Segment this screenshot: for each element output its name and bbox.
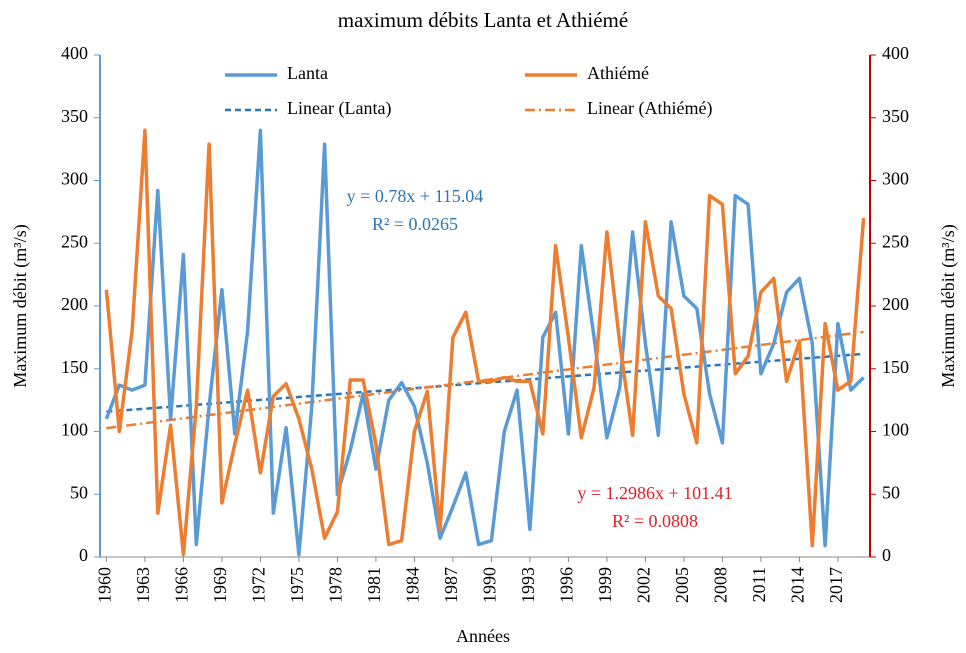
- trend-r2: R² = 0.0808: [612, 511, 698, 531]
- x-tick-label: 1960: [95, 567, 115, 603]
- y2-tick-label: 400: [882, 43, 909, 63]
- y2-tick-label: 100: [882, 420, 909, 440]
- series-line: [104, 128, 866, 557]
- y2-tick-label: 0: [882, 545, 891, 565]
- y-tick-label: 400: [61, 43, 88, 63]
- x-tick-label: 2017: [826, 567, 846, 603]
- x-axis-label: Années: [456, 626, 510, 646]
- series-line: [104, 128, 865, 557]
- x-tick-label: 1996: [557, 567, 577, 603]
- legend-label: Athiémé: [587, 63, 649, 83]
- y-tick-label: 350: [61, 106, 88, 126]
- y-tick-label: 150: [61, 357, 88, 377]
- legend-label: Linear (Lanta): [287, 98, 391, 119]
- y-tick-label: 200: [61, 294, 88, 314]
- y-tick-label: 250: [61, 231, 88, 251]
- x-tick-label: 2002: [634, 567, 654, 603]
- y2-tick-label: 250: [882, 231, 909, 251]
- x-tick-label: 1999: [595, 567, 615, 603]
- x-tick-label: 1990: [480, 567, 500, 603]
- y2-tick-label: 300: [882, 169, 909, 189]
- y2-tick-label: 200: [882, 294, 909, 314]
- x-tick-label: 1993: [518, 567, 538, 603]
- chart-title: maximum débits Lanta et Athiémé: [338, 8, 628, 32]
- y-tick-label: 100: [61, 420, 88, 440]
- y2-tick-label: 150: [882, 357, 909, 377]
- y-tick-label: 50: [70, 482, 88, 502]
- legend-label: Linear (Athiémé): [587, 98, 712, 119]
- x-tick-label: 2014: [788, 567, 808, 603]
- trendline: [106, 352, 864, 413]
- x-tick-label: 1969: [210, 567, 230, 603]
- x-tick-label: 1966: [172, 567, 192, 603]
- y2-axis-label: Maximum débit (m³/s): [938, 224, 959, 387]
- y-tick-label: 300: [61, 169, 88, 189]
- x-tick-label: 2011: [749, 567, 769, 602]
- y2-tick-label: 350: [882, 106, 909, 126]
- y-tick-label: 0: [79, 545, 88, 565]
- y2-tick-label: 50: [882, 482, 900, 502]
- x-tick-label: 2008: [711, 567, 731, 603]
- x-tick-label: 1981: [364, 567, 384, 603]
- x-tick-label: 1972: [249, 567, 269, 603]
- x-tick-label: 1975: [287, 567, 307, 603]
- x-tick-label: 1978: [326, 567, 346, 603]
- y-axis-label: Maximum débit (m³/s): [10, 224, 31, 387]
- trend-equation: y = 1.2986x + 101.41: [577, 483, 732, 503]
- x-tick-label: 1987: [441, 567, 461, 603]
- legend-label: Lanta: [287, 63, 328, 83]
- x-tick-label: 1984: [403, 567, 423, 603]
- trend-equation: y = 0.78x + 115.04: [347, 186, 484, 206]
- x-tick-label: 1963: [133, 567, 153, 603]
- trend-r2: R² = 0.0265: [372, 214, 458, 234]
- x-tick-label: 2005: [672, 567, 692, 603]
